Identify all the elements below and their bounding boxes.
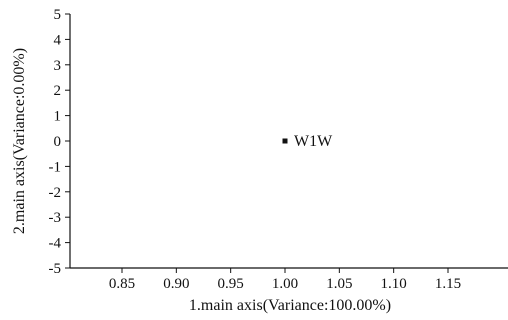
y-tick-label: -2 bbox=[49, 185, 62, 201]
x-tick-label: 1.10 bbox=[381, 276, 407, 292]
x-tick-label: 0.90 bbox=[163, 276, 189, 292]
y-tick-label: 4 bbox=[54, 32, 62, 48]
y-tick-label: 2 bbox=[54, 83, 62, 99]
x-tick-label: 0.85 bbox=[109, 276, 135, 292]
data-point-label: W1W bbox=[294, 133, 333, 150]
x-tick-label: 1.15 bbox=[435, 276, 461, 292]
x-tick-label: 1.00 bbox=[272, 276, 298, 292]
y-tick-label: 0 bbox=[54, 134, 62, 150]
y-tick-label: -1 bbox=[49, 159, 62, 175]
y-tick-label: 1 bbox=[54, 109, 62, 125]
x-tick-label: 1.05 bbox=[326, 276, 352, 292]
y-tick-label: 3 bbox=[54, 58, 62, 74]
x-axis-ticks: 0.85 0.90 0.95 1.00 1.05 1.10 1.15 bbox=[109, 268, 461, 292]
y-axis-title: 2.main axis(Variance:0.00%) bbox=[11, 48, 28, 234]
y-tick-label: -3 bbox=[49, 210, 62, 226]
x-axis-title: 1.main axis(Variance:100.00%) bbox=[189, 297, 391, 314]
x-tick-label: 0.95 bbox=[218, 276, 244, 292]
y-tick-label: -5 bbox=[49, 261, 62, 277]
y-tick-label: -4 bbox=[49, 236, 62, 252]
data-point bbox=[282, 138, 288, 144]
data-points: W1W bbox=[282, 133, 333, 150]
y-tick-label: 5 bbox=[54, 7, 62, 23]
y-axis-ticks: 5 4 3 2 1 0 -1 -2 -3 -4 -5 bbox=[49, 7, 70, 277]
